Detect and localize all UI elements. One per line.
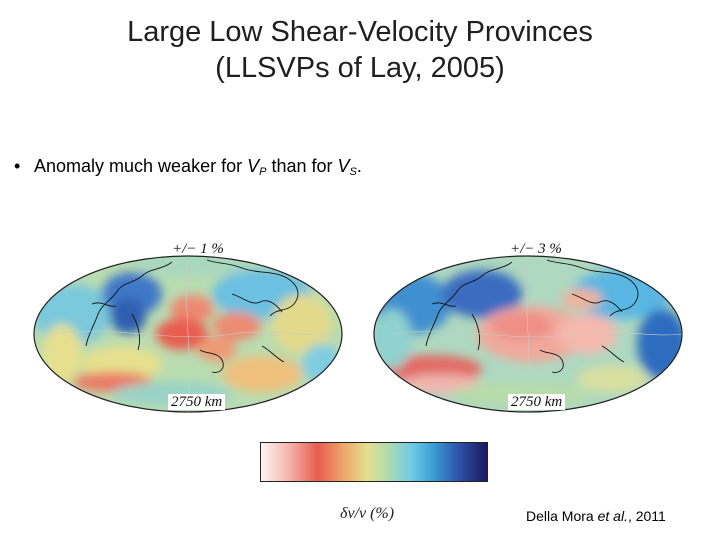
title-line-1: Large Low Shear-Velocity Provinces (127, 16, 593, 48)
vs-tomography-map (373, 255, 683, 413)
vp-tomography-map (33, 255, 343, 413)
vs-range-label: +/− 3 % (510, 241, 562, 257)
citation-author: Della Mora (526, 508, 598, 524)
vs-subscript: S (349, 166, 357, 178)
citation-year: , 2011 (627, 508, 666, 524)
bullet-text-end: . (356, 156, 362, 176)
citation: Della Mora et al., 2011 (526, 508, 666, 524)
vp-symbol: V (247, 156, 260, 176)
bullet-point: • Anomaly much weaker for VP than for VS. (14, 156, 362, 178)
vp-subscript: P (259, 166, 267, 178)
bullet-text-before: Anomaly much weaker for (34, 156, 248, 176)
colorbar-label: δv/v (%) (340, 505, 395, 522)
vp-depth-label: 2750 km (168, 394, 226, 410)
vs-symbol: V (337, 156, 350, 176)
velocity-colorbar (260, 442, 488, 482)
bullet-marker: • (14, 156, 21, 176)
bullet-text-middle: than for (266, 156, 338, 176)
citation-etal: et al. (597, 508, 628, 524)
title-line-2: (LLSVPs of Lay, 2005) (215, 52, 505, 84)
slide-title: Large Low Shear-Velocity Provinces (LLSV… (0, 14, 720, 86)
vp-range-label: +/− 1 % (172, 241, 224, 257)
vs-depth-label: 2750 km (508, 394, 566, 410)
